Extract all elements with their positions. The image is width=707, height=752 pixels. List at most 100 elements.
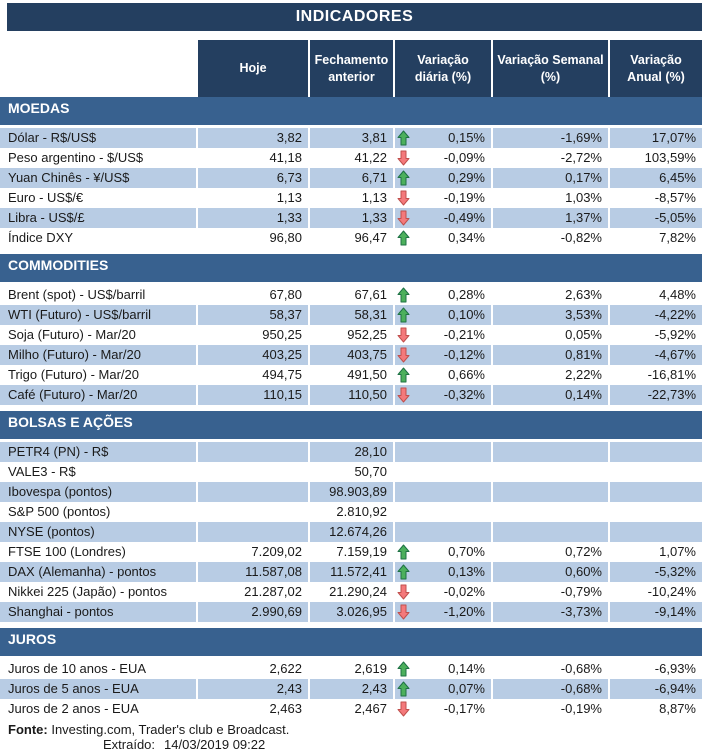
cell-variacao-diaria: -0,32%	[395, 385, 491, 405]
cell-variacao-anual: -6,94%	[610, 679, 702, 699]
cell-fechamento-anterior: 41,22	[354, 150, 387, 165]
cell-hoje: 494,75	[262, 367, 302, 382]
cell-variacao-diaria: 0,66%	[395, 365, 491, 385]
cell-variacao-diaria: -1,20%	[395, 602, 491, 622]
cell-variacao-anual: 103,59%	[644, 150, 696, 165]
extracted-line: Extraído: 14/03/2019 09:22	[0, 737, 707, 752]
cell-label: Brent (spot) - US$/barril	[8, 287, 146, 302]
cell-fechamento-anterior: 11.572,41	[310, 562, 393, 582]
table-row: Shanghai - pontos 2.990,69 3.026,95 -1,20% -…	[0, 602, 702, 622]
title-bar: INDICADORES	[7, 3, 702, 31]
cell-variacao-semanal: 0,81%	[493, 345, 608, 365]
variacao-diaria-value: -0,17%	[443, 701, 485, 716]
indicators-sheet: INDICADORES Hoje Fechamento anterior Varia…	[0, 3, 707, 752]
cell-fechamento-anterior: 2.810,92	[336, 504, 387, 519]
table-row: Juros de 5 anos - EUA 2,43 2,43 0,07% -0,68%…	[0, 679, 702, 699]
cell-label: Nikkei 225 (Japão) - pontos	[8, 584, 167, 599]
table-row: Ibovespa (pontos) 98.903,89	[0, 482, 702, 502]
cell-variacao-semanal: -0,68%	[493, 679, 608, 699]
cell-variacao-semanal	[493, 482, 608, 502]
variacao-diaria-value: 0,34%	[448, 230, 485, 245]
cell-variacao-diaria: 0,34%	[395, 228, 491, 248]
cell-variacao-diaria: -0,19%	[395, 188, 491, 208]
table-row: Libra - US$/£ 1,33 1,33 -0,49% 1,37% -5,05%	[0, 208, 702, 228]
cell-label: Café (Futuro) - Mar/20	[0, 385, 196, 405]
table-row: Dólar - R$/US$ 3,82 3,81 0,15% -1,69% 17,07%	[0, 128, 702, 148]
up-arrow-icon	[397, 305, 410, 325]
cell-variacao-diaria	[395, 502, 491, 522]
cell-hoje: 1,33	[198, 208, 308, 228]
variacao-diaria-value: 0,15%	[448, 130, 485, 145]
cell-hoje: 11.587,08	[198, 562, 308, 582]
variacao-diaria-value: -0,12%	[443, 347, 485, 362]
column-header: Variação Anual (%)	[610, 40, 702, 97]
cell-label: Peso argentino - $/US$	[8, 150, 144, 165]
cell-variacao-semanal: 0,72%	[565, 544, 602, 559]
cell-variacao-diaria: 0,28%	[395, 285, 491, 305]
cell-variacao-diaria	[395, 462, 491, 482]
cell-hoje	[198, 502, 308, 522]
cell-hoje: 2.990,69	[198, 602, 308, 622]
cell-hoje: 58,37	[198, 305, 308, 325]
cell-variacao-diaria: 0,07%	[395, 679, 491, 699]
cell-variacao-diaria: 0,29%	[395, 168, 491, 188]
cell-variacao-anual: 4,48%	[659, 287, 696, 302]
table-row: WTI (Futuro) - US$/barril 58,37 58,31 0,10%…	[0, 305, 702, 325]
cell-hoje: 7.209,02	[251, 544, 302, 559]
cell-variacao-diaria: -0,02%	[395, 582, 491, 602]
cell-variacao-diaria: -0,49%	[395, 208, 491, 228]
variacao-diaria-value: 0,13%	[448, 564, 485, 579]
variacao-diaria-value: -0,19%	[443, 190, 485, 205]
cell-variacao-semanal	[493, 462, 608, 482]
footer: Fonte: Investing.com, Trader's club e Br…	[0, 719, 707, 752]
cell-variacao-semanal: -0,68%	[560, 661, 602, 676]
cell-variacao-semanal: 0,05%	[565, 327, 602, 342]
cell-fechamento-anterior: 6,71	[310, 168, 393, 188]
cell-label: Índice DXY	[8, 230, 74, 245]
table-row: Brent (spot) - US$/barril 67,80 67,61 0,28%…	[0, 285, 702, 305]
down-arrow-icon	[397, 699, 410, 719]
extracted-value: 14/03/2019 09:22	[164, 737, 266, 752]
cell-label: Juros de 5 anos - EUA	[0, 679, 196, 699]
cell-variacao-semanal: -1,69%	[493, 128, 608, 148]
section-header: BOLSAS E AÇÕES	[0, 411, 702, 439]
cell-fechamento-anterior: 3,81	[310, 128, 393, 148]
table-row: Milho (Futuro) - Mar/20 403,25 403,75 -0,12…	[0, 345, 702, 365]
variacao-diaria-value: 0,10%	[448, 307, 485, 322]
cell-label: Shanghai - pontos	[0, 602, 196, 622]
cell-hoje: 41,18	[269, 150, 302, 165]
cell-fechamento-anterior: 12.674,26	[310, 522, 393, 542]
variacao-diaria-value: -0,09%	[443, 150, 485, 165]
cell-variacao-diaria: -0,17%	[395, 699, 491, 719]
cell-variacao-semanal	[493, 442, 608, 462]
cell-label: WTI (Futuro) - US$/barril	[0, 305, 196, 325]
table-row: Soja (Futuro) - Mar/20 950,25 952,25 -0,21%…	[0, 325, 702, 345]
cell-variacao-semanal	[493, 502, 608, 522]
up-arrow-icon	[397, 365, 410, 385]
cell-hoje: 950,25	[262, 327, 302, 342]
cell-hoje: 96,80	[269, 230, 302, 245]
down-arrow-icon	[397, 325, 410, 345]
cell-variacao-diaria	[395, 482, 491, 502]
cell-variacao-anual: 1,07%	[659, 544, 696, 559]
cell-variacao-anual	[610, 502, 702, 522]
up-arrow-icon	[397, 659, 410, 679]
cell-variacao-anual: -4,22%	[610, 305, 702, 325]
cell-variacao-anual	[610, 442, 702, 462]
cell-label: DAX (Alemanha) - pontos	[0, 562, 196, 582]
cell-variacao-semanal: -0,19%	[560, 701, 602, 716]
cell-variacao-semanal: 2,63%	[565, 287, 602, 302]
cell-variacao-anual: -5,05%	[610, 208, 702, 228]
cell-fechamento-anterior: 96,47	[354, 230, 387, 245]
cell-variacao-semanal: 2,22%	[565, 367, 602, 382]
cell-fechamento-anterior: 1,13	[361, 190, 387, 205]
cell-fechamento-anterior: 50,70	[354, 464, 387, 479]
cell-hoje: 3,82	[198, 128, 308, 148]
cell-label: Milho (Futuro) - Mar/20	[0, 345, 196, 365]
cell-variacao-semanal: -0,79%	[560, 584, 602, 599]
cell-fechamento-anterior: 7.159,19	[336, 544, 387, 559]
cell-label: Euro - US$/€	[8, 190, 84, 205]
variacao-diaria-value: -0,02%	[443, 584, 485, 599]
table-row: NYSE (pontos) 12.674,26	[0, 522, 702, 542]
cell-label: Trigo (Futuro) - Mar/20	[8, 367, 139, 382]
